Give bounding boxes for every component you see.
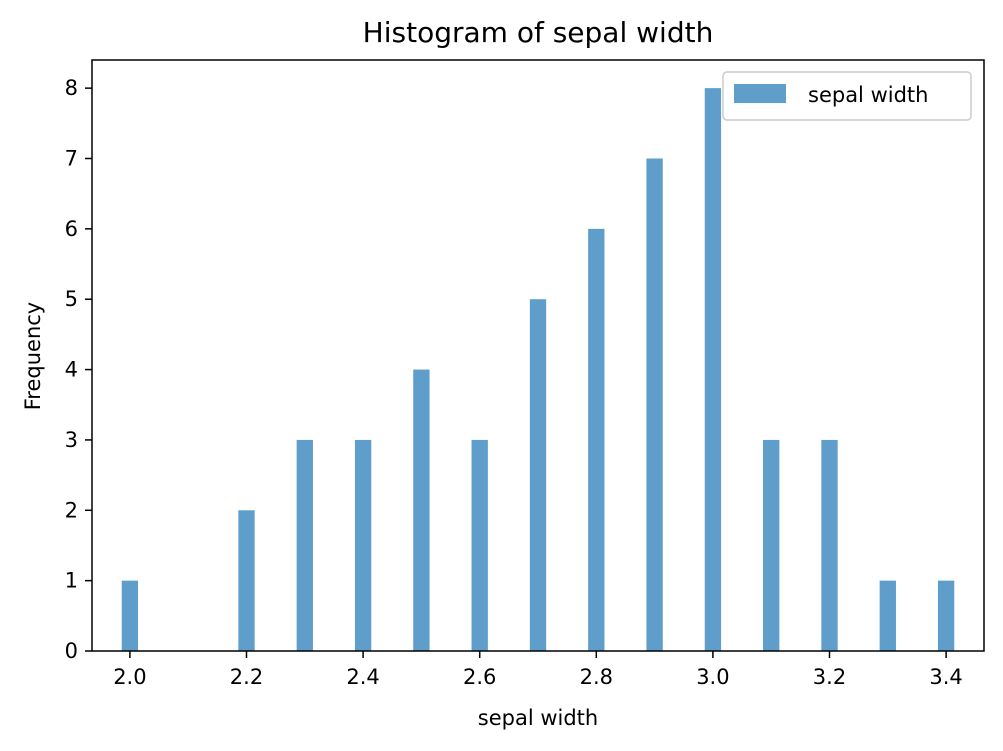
bar-2-9 xyxy=(646,158,663,651)
x-tick-label: 2.0 xyxy=(113,665,146,689)
bar-2-3 xyxy=(296,439,313,651)
legend-swatch xyxy=(734,84,786,103)
plot-frame xyxy=(91,59,985,652)
bar-3-2 xyxy=(821,439,838,651)
y-tick-label: 8 xyxy=(65,76,78,100)
bar-3 xyxy=(704,88,722,651)
y-tick-label: 2 xyxy=(65,498,78,522)
bar-2-2 xyxy=(238,510,255,651)
y-axis-label: Frequency xyxy=(21,302,45,411)
bars-group xyxy=(121,88,955,651)
x-tick-label: 2.8 xyxy=(580,665,613,689)
x-tick-label: 2.6 xyxy=(463,665,496,689)
y-axis-ticks: 0 1 2 3 4 5 6 7 8 xyxy=(65,76,92,663)
bar-2-7 xyxy=(529,299,547,651)
y-tick-label: 4 xyxy=(65,358,78,382)
y-tick-label: 6 xyxy=(65,217,78,241)
x-tick-label: 3.4 xyxy=(929,665,962,689)
y-tick-label: 7 xyxy=(65,147,78,171)
chart-title: Histogram of sepal width xyxy=(363,16,714,49)
x-tick-label: 3.2 xyxy=(813,665,846,689)
bar-2-6 xyxy=(471,439,488,651)
bar-3-3 xyxy=(879,580,896,651)
x-tick-label: 2.4 xyxy=(346,665,379,689)
x-axis-ticks: 2.0 2.2 2.4 2.6 2.8 3.0 3.2 3.4 xyxy=(113,651,963,689)
y-tick-label: 0 xyxy=(65,639,78,663)
bar-2 xyxy=(121,580,139,651)
x-tick-label: 3.0 xyxy=(696,665,729,689)
bar-2-8 xyxy=(588,228,605,651)
x-axis-label: sepal width xyxy=(478,706,598,730)
y-tick-label: 5 xyxy=(65,287,78,311)
bar-3-1 xyxy=(763,439,780,651)
legend: sepal width xyxy=(722,71,972,121)
bar-3-4 xyxy=(937,580,955,651)
x-tick-label: 2.2 xyxy=(230,665,263,689)
bar-2-4 xyxy=(354,439,372,651)
y-tick-label: 1 xyxy=(65,569,78,593)
y-tick-label: 3 xyxy=(65,428,78,452)
legend-label: sepal width xyxy=(808,83,928,107)
bar-2-5 xyxy=(413,369,430,651)
